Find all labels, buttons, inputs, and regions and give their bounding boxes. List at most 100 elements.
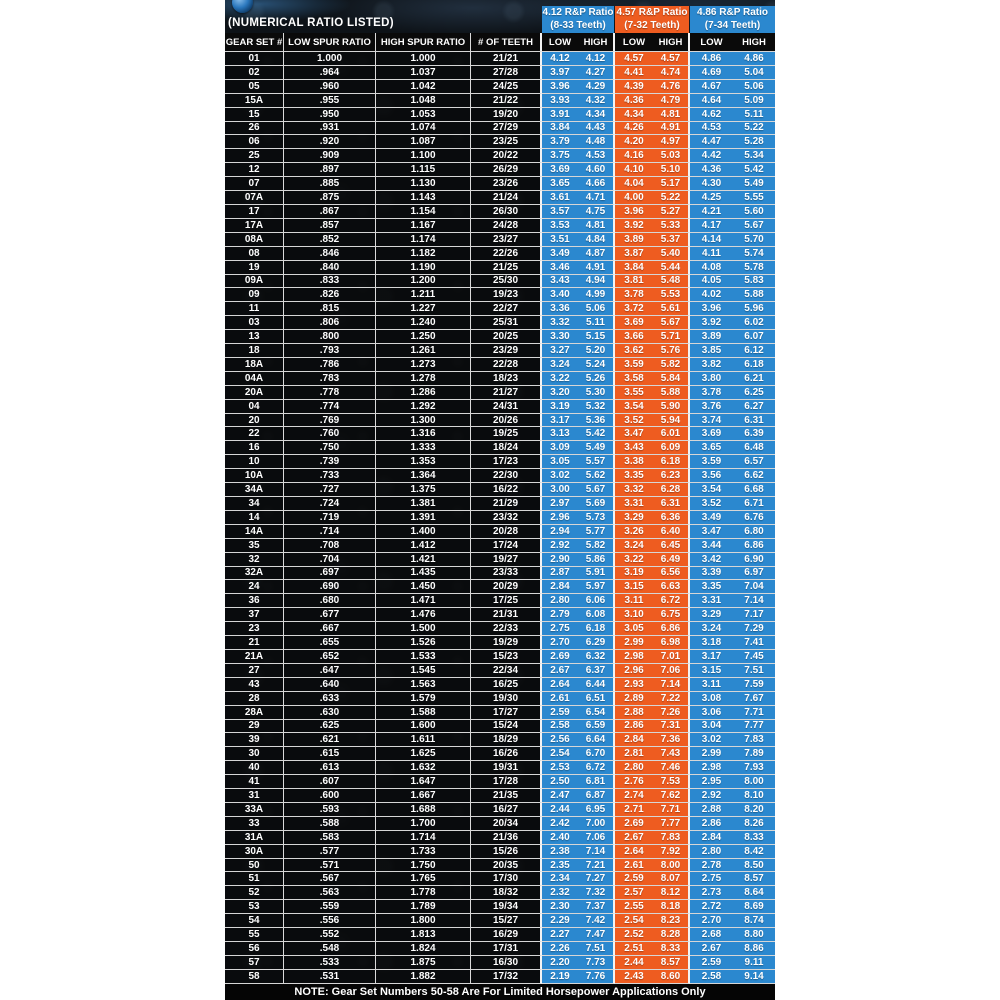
- rp457-high-cell: 8.33: [653, 942, 690, 956]
- rp412-low-cell: 3.57: [542, 204, 578, 219]
- low-spur-ratio-cell: .857: [284, 218, 376, 233]
- rp457-low-cell: 3.72: [615, 302, 653, 317]
- teeth-cell: 24/31: [471, 399, 542, 414]
- rp412-high-cell: 6.08: [578, 608, 615, 623]
- rp486-low-cell: 4.36: [690, 163, 733, 178]
- rp457-high-cell: 7.62: [653, 789, 690, 803]
- rp486-low-cell: 2.99: [690, 747, 733, 762]
- low-spur-ratio-cell: .885: [284, 177, 376, 192]
- rp457-low-cell: 3.15: [615, 580, 653, 595]
- teeth-cell: 20/35: [471, 858, 542, 873]
- high-spur-ratio-cell: 1.278: [376, 371, 471, 386]
- rp486-low-cell: 3.44: [690, 538, 733, 553]
- rp412-high-cell: 4.53: [578, 149, 615, 164]
- low-spur-ratio-cell: .567: [284, 872, 376, 887]
- table-row: 07A .875 1.143 21/24 3.61 4.71 4.00 5.22…: [225, 191, 775, 205]
- rp412-low-cell: 3.36: [542, 302, 578, 317]
- teeth-cell: 18/23: [471, 371, 542, 386]
- table-row: 18A .786 1.273 22/28 3.24 5.24 3.59 5.82…: [225, 357, 775, 372]
- rp457-low-cell: 3.32: [615, 483, 653, 497]
- rp412-low-cell: 2.79: [542, 608, 578, 623]
- rp486-high-cell: 8.69: [733, 900, 775, 915]
- high-spur-ratio-cell: 1.240: [376, 316, 471, 331]
- col-header-gear-set: GEAR SET #: [225, 33, 284, 52]
- high-spur-ratio-cell: 1.476: [376, 608, 471, 623]
- rp486-high-cell: 8.64: [733, 886, 775, 901]
- gear-set-cell: 14: [225, 510, 284, 525]
- rp412-high-cell: 4.60: [578, 163, 615, 178]
- high-spur-ratio-cell: 1.700: [376, 816, 471, 831]
- rp412-high-cell: 5.06: [578, 302, 615, 317]
- teeth-cell: 16/27: [471, 802, 542, 817]
- rp457-low-cell: 3.89: [615, 232, 653, 247]
- rp457-low-cell: 2.99: [615, 636, 653, 650]
- rp412-high-cell: 5.62: [578, 469, 615, 484]
- rp412-low-cell: 2.47: [542, 789, 578, 803]
- teeth-cell: 23/29: [471, 344, 542, 358]
- rp412-low-cell: 3.43: [542, 274, 578, 289]
- high-spur-ratio-cell: 1.190: [376, 260, 471, 275]
- teeth-cell: 21/36: [471, 830, 542, 845]
- rp412-high-cell: 5.86: [578, 552, 615, 567]
- rp412-high-cell: 5.69: [578, 497, 615, 511]
- rp486-low-cell: 3.78: [690, 385, 733, 400]
- rp486-high-cell: 5.49: [733, 177, 775, 192]
- low-spur-ratio-cell: .600: [284, 789, 376, 803]
- low-spur-ratio-cell: .625: [284, 719, 376, 734]
- rp412-low-cell: 2.38: [542, 844, 578, 859]
- rp412-low-cell: 2.59: [542, 705, 578, 720]
- rp-group-subtitle: (8-33 Teeth): [550, 19, 606, 31]
- table-row: 04A .783 1.278 18/23 3.22 5.26 3.58 5.84…: [225, 371, 775, 386]
- rp457-high-cell: 4.76: [653, 79, 690, 94]
- high-spur-ratio-cell: 1.765: [376, 872, 471, 887]
- rp486-high-cell: 8.50: [733, 858, 775, 873]
- low-spur-ratio-cell: .552: [284, 928, 376, 942]
- low-spur-ratio-cell: .778: [284, 385, 376, 400]
- rp412-low-cell: 2.58: [542, 719, 578, 734]
- table-row: 39 .621 1.611 18/29 2.56 6.64 2.84 7.36 …: [225, 733, 775, 748]
- rp486-low-cell: 3.80: [690, 371, 733, 386]
- table-row: 20A .778 1.286 21/27 3.20 5.30 3.55 5.88…: [225, 385, 775, 400]
- high-spur-ratio-cell: 1.053: [376, 107, 471, 122]
- rp412-low-cell: 2.87: [542, 566, 578, 581]
- low-spur-ratio-cell: .607: [284, 775, 376, 790]
- table-row: 15 .950 1.053 19/20 3.91 4.34 4.34 4.81 …: [225, 107, 775, 122]
- teeth-cell: 27/28: [471, 65, 542, 80]
- rp457-low-cell: 3.96: [615, 204, 653, 219]
- col-header-high-1: HIGH: [578, 33, 615, 52]
- table-row: 23 .667 1.500 22/33 2.75 6.18 3.05 6.86 …: [225, 622, 775, 637]
- rp457-high-cell: 6.36: [653, 510, 690, 525]
- rp412-low-cell: 2.56: [542, 733, 578, 748]
- rp412-high-cell: 6.32: [578, 649, 615, 664]
- rp457-high-cell: 4.91: [653, 121, 690, 136]
- table-row: 34 .724 1.381 21/29 2.97 5.69 3.31 6.31 …: [225, 497, 775, 511]
- rp486-low-cell: 4.64: [690, 93, 733, 108]
- rp412-low-cell: 2.44: [542, 802, 578, 817]
- gear-set-cell: 01: [225, 52, 284, 66]
- high-spur-ratio-cell: 1.115: [376, 163, 471, 178]
- low-spur-ratio-cell: .875: [284, 191, 376, 205]
- low-spur-ratio-cell: .677: [284, 608, 376, 623]
- teeth-cell: 23/26: [471, 177, 542, 192]
- teeth-cell: 19/25: [471, 427, 542, 442]
- rp412-low-cell: 2.69: [542, 649, 578, 664]
- gear-set-cell: 17: [225, 204, 284, 219]
- rp412-low-cell: 2.97: [542, 497, 578, 511]
- rp457-high-cell: 5.67: [653, 316, 690, 331]
- rp412-low-cell: 2.53: [542, 761, 578, 776]
- teeth-cell: 21/29: [471, 497, 542, 511]
- rp486-high-cell: 5.60: [733, 204, 775, 219]
- high-spur-ratio-cell: 1.435: [376, 566, 471, 581]
- gear-set-cell: 19: [225, 260, 284, 275]
- rp412-high-cell: 5.57: [578, 455, 615, 470]
- rp412-high-cell: 6.72: [578, 761, 615, 776]
- table-row: 21 .655 1.526 19/29 2.70 6.29 2.99 6.98 …: [225, 636, 775, 650]
- rp412-high-cell: 5.91: [578, 566, 615, 581]
- teeth-cell: 16/30: [471, 955, 542, 970]
- low-spur-ratio-cell: .655: [284, 636, 376, 650]
- teeth-cell: 15/27: [471, 914, 542, 929]
- rp412-low-cell: 3.22: [542, 371, 578, 386]
- rp457-low-cell: 3.58: [615, 371, 653, 386]
- rp412-low-cell: 3.27: [542, 344, 578, 358]
- rp457-high-cell: 8.07: [653, 872, 690, 887]
